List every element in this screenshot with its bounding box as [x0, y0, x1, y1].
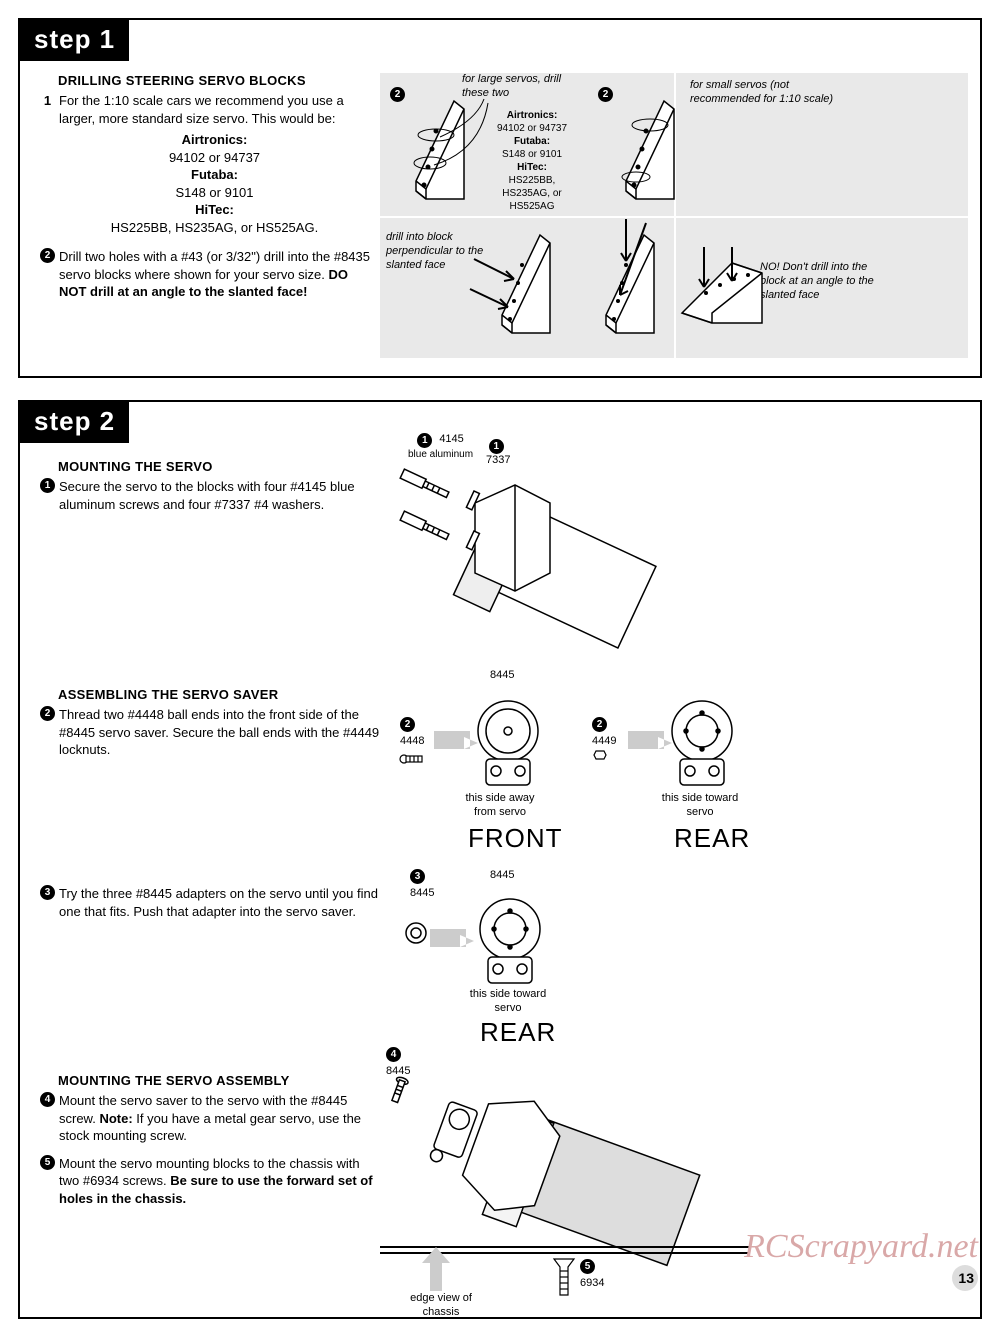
step-2-box: step 2 MOUNTING THE SERVO 1 Secure the s…	[18, 400, 982, 1319]
sec1-title: MOUNTING THE SERVO	[58, 459, 380, 474]
sec4-note: Note:	[99, 1111, 132, 1126]
rear-label-a: REAR	[674, 823, 750, 854]
diag-tr-bullet: 2	[598, 87, 613, 102]
label-4145: 4145	[439, 433, 463, 445]
block-diagram-br2	[676, 257, 776, 347]
front-label: FRONT	[468, 823, 563, 854]
bullet-1-plain: 1	[40, 92, 55, 236]
sec3-body: Try the three #8445 adapters on the serv…	[59, 885, 380, 920]
bullet-s2-2: 2	[40, 706, 55, 721]
step1-title: DRILLING STEERING SERVO BLOCKS	[58, 73, 370, 88]
sec1-body: Secure the servo to the blocks with four…	[59, 478, 380, 513]
label-8445-a: 8445	[490, 669, 514, 681]
block-diagram-bl	[492, 225, 582, 345]
diag-no-caption: NO! Don't drill into the block at an ang…	[760, 261, 890, 302]
step1-diagram-area: 2 for large servos, drill these two	[380, 73, 968, 358]
bullet-s2-3: 3	[40, 885, 55, 900]
step2-sub3: 3 Try the three #8445 adapters on the se…	[40, 879, 966, 1039]
servo-saver-front	[398, 691, 558, 801]
front-caption: this side away from servo	[460, 791, 540, 820]
step1-left-column: DRILLING STEERING SERVO BLOCKS 1 For the…	[40, 73, 370, 358]
step1-instr1: For the 1:10 scale cars we recommend you…	[59, 93, 344, 126]
bullet-8445-screw: 4	[386, 1047, 401, 1062]
step2-sub1: MOUNTING THE SERVO 1 Secure the servo to…	[40, 453, 966, 653]
bullet-s2-1: 1	[40, 478, 55, 493]
label-7337: 7337	[486, 454, 510, 466]
futaba-label: Futaba:	[59, 166, 370, 184]
step1-instr2a: Drill two holes with a #43 (or 3/32") dr…	[59, 249, 370, 282]
diag-perp-caption: drill into block perpendicular to the sl…	[386, 231, 496, 272]
label-6934: 6934	[580, 1277, 604, 1289]
airtronics-value: 94102 or 94737	[59, 149, 370, 167]
step-1-header: step 1	[20, 20, 129, 61]
bullet-s2-5: 5	[40, 1155, 55, 1170]
label-7337-bullet: 1	[489, 439, 504, 454]
block-diagram-tl	[406, 91, 476, 211]
block-diagram-tr	[616, 91, 686, 211]
bullet-2: 2	[40, 248, 55, 263]
rear-caption-a: this side toward servo	[660, 791, 740, 820]
diag-tl-bullet: 2	[390, 87, 405, 102]
bullet-8445-adapter: 3	[410, 869, 425, 884]
label-8445-b: 8445	[490, 869, 514, 881]
servo-saver-adapter	[400, 889, 560, 999]
step2-sub2: ASSEMBLING THE SERVO SAVER 2 Thread two …	[40, 681, 966, 851]
hitec-value: HS225BB, HS235AG, or HS525AG.	[59, 219, 370, 237]
bullet-6934: 5	[580, 1259, 595, 1274]
step-2-header: step 2	[20, 402, 129, 443]
step-1-box: step 1 DRILLING STEERING SERVO BLOCKS 1 …	[18, 18, 982, 378]
label-4145-bullet: 1	[417, 433, 432, 448]
futaba-value: S148 or 9101	[59, 184, 370, 202]
airtronics-label: Airtronics:	[59, 131, 370, 149]
sec4-title: MOUNTING THE SERVO ASSEMBLY	[58, 1073, 380, 1088]
bullet-s2-4: 4	[40, 1092, 55, 1107]
page-number: 13	[958, 1270, 974, 1286]
servo-mount-diagram	[380, 453, 730, 653]
rear-label-b: REAR	[480, 1017, 556, 1048]
sec2-title: ASSEMBLING THE SERVO SAVER	[58, 687, 380, 702]
hitec-label: HiTec:	[59, 201, 370, 219]
edge-caption: edge view of chassis	[406, 1291, 476, 1320]
servo-saver-rear	[592, 691, 752, 801]
watermark: RCScrapyard.net	[744, 1228, 978, 1266]
diag-mid-text: Airtronics: 94102 or 94737 Futaba: S148 …	[488, 109, 576, 213]
sec2-body: Thread two #4448 ball ends into the fron…	[59, 706, 380, 759]
block-diagram-br1	[596, 225, 676, 345]
diag-large-caption: for large servos, drill these two	[462, 73, 582, 101]
diag-small-caption: for small servos (not recommended for 1:…	[690, 79, 840, 107]
rear-caption-b: this side toward servo	[468, 987, 548, 1016]
label-4145-sub: blue aluminum	[408, 449, 473, 460]
